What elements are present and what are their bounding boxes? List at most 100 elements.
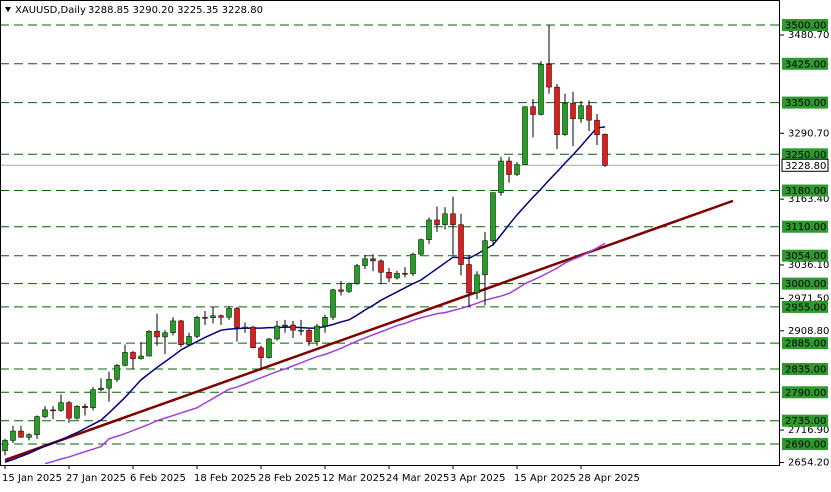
y-tick-label: 3480.70 <box>788 30 829 41</box>
level-label-box <box>782 414 828 427</box>
candle-body <box>346 283 352 292</box>
candle-body <box>322 317 328 327</box>
candle-body <box>402 273 408 275</box>
x-tick-label: 15 Jan 2025 <box>2 473 62 484</box>
level-label: 3180.00 <box>785 186 826 197</box>
candle-body <box>530 106 536 115</box>
candle-body <box>138 355 144 359</box>
menu-triangle[interactable] <box>5 7 11 12</box>
x-tick-label: 24 Mar 2025 <box>386 473 449 484</box>
candle-body <box>426 219 432 240</box>
plot <box>1 24 779 464</box>
candle-body <box>434 219 440 225</box>
candle-body <box>570 102 576 119</box>
candle-body <box>66 402 72 419</box>
candle-body <box>450 213 456 225</box>
candle-body <box>186 336 192 345</box>
candle-body <box>98 387 104 390</box>
candle-body <box>514 164 520 175</box>
candle-body <box>554 86 560 135</box>
candle-body <box>34 416 40 435</box>
level-label: 2885.00 <box>785 339 826 350</box>
candle-body <box>154 330 160 338</box>
candle-body <box>458 224 464 265</box>
candle-body <box>474 274 480 294</box>
candle-body <box>90 389 96 409</box>
plot-frame <box>0 0 780 466</box>
x-tick-label: 12 Mar 2025 <box>322 473 385 484</box>
moving-average <box>44 242 606 464</box>
x-tick-label: 18 Feb 2025 <box>194 473 256 484</box>
level-label-box <box>782 96 828 109</box>
y-tick-label: 3036.10 <box>788 260 829 271</box>
candle-body <box>522 106 528 165</box>
candle-body <box>354 265 360 284</box>
x-tick-label: 27 Jan 2025 <box>66 473 126 484</box>
level-label: 3425.00 <box>785 59 826 70</box>
candle-body <box>594 119 600 135</box>
level-label-box <box>782 362 828 375</box>
x-tick-label: 6 Feb 2025 <box>130 473 186 484</box>
level-label: 2735.00 <box>785 416 826 427</box>
level-label-box <box>782 277 828 290</box>
level-label: 3500.00 <box>785 20 826 31</box>
candle-body <box>58 402 64 411</box>
x-tick-label: 15 Apr 2025 <box>514 473 576 484</box>
candle-body <box>82 405 88 409</box>
candle-body <box>130 352 136 359</box>
candle-body <box>74 405 80 419</box>
level-label: 3350.00 <box>785 98 826 109</box>
level-label: 3054.00 <box>785 251 826 262</box>
level-label-box <box>782 18 828 31</box>
candle-body <box>338 289 344 292</box>
candle-body <box>122 352 128 366</box>
candle-body <box>602 133 608 166</box>
y-tick-label: 2908.80 <box>788 326 829 337</box>
y-tick-label: 2971.50 <box>788 293 829 304</box>
candle-body <box>306 329 312 342</box>
candle-body <box>362 258 368 266</box>
level-label: 3000.00 <box>785 279 826 290</box>
candle-body <box>546 64 552 88</box>
moving-average <box>4 126 606 463</box>
candle-body <box>298 329 304 332</box>
candle-body <box>410 253 416 275</box>
candle-body <box>418 239 424 255</box>
candle-body <box>330 289 336 318</box>
candle-body <box>506 160 512 175</box>
level-label: 2790.00 <box>785 388 826 399</box>
candle-body <box>18 430 24 438</box>
level-label: 2955.00 <box>785 302 826 313</box>
candle-body <box>482 240 488 276</box>
candle-body <box>218 315 224 318</box>
candle-body <box>250 326 256 349</box>
level-label-box <box>782 148 828 161</box>
chart-subtitle: 3288.85 3290.20 3225.35 3228.80 <box>88 5 263 16</box>
candle-body <box>490 192 496 241</box>
level-label-box <box>782 437 828 450</box>
candle-body <box>146 330 152 357</box>
candle-body <box>282 324 288 327</box>
candle-body <box>226 308 232 318</box>
x-tick-label: 28 Apr 2025 <box>578 473 640 484</box>
candle-body <box>314 325 320 342</box>
candle-body <box>266 338 272 358</box>
candle-body <box>242 326 248 329</box>
candle-body <box>562 102 568 135</box>
level-label-box <box>782 57 828 70</box>
candle-body <box>26 434 32 438</box>
level-label-box <box>782 300 828 313</box>
x-tick-label: 28 Feb 2025 <box>258 473 320 484</box>
candle-body <box>10 430 16 441</box>
candle-body <box>578 105 584 119</box>
candle-body <box>386 272 392 279</box>
y-tick-label: 3290.70 <box>788 128 829 139</box>
candle-body <box>394 273 400 279</box>
level-label: 2690.00 <box>785 439 826 450</box>
chart-title: XAUUSD,Daily <box>15 5 86 16</box>
candle-body <box>42 409 48 417</box>
candle-body <box>466 264 472 294</box>
y-tick-label: 2654.20 <box>788 458 829 469</box>
level-label: 2835.00 <box>785 364 826 375</box>
